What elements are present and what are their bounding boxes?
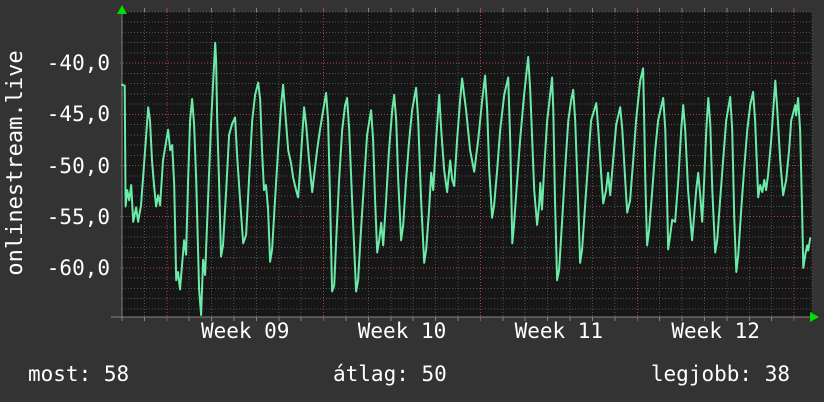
x-axis-label: Week 11 [514,319,604,343]
y-axis-arrow-icon [117,5,127,14]
y-axis-label: -55,0 [46,204,110,229]
y-axis-label: -50,0 [46,153,110,178]
stat-average-value: 50 [421,362,447,386]
x-axis-label: Week 10 [357,319,447,343]
plot-background [122,12,812,317]
x-axis-arrow-icon [810,312,819,322]
stat-average-label: átlag: [333,362,409,386]
y-axis-label: -60,0 [46,255,110,280]
stat-best: legjobb: 38 [651,363,790,386]
stat-now-label: most: [28,362,92,386]
plot-border [121,11,813,318]
stat-now: most: 58 [28,363,129,386]
y-axis-label: -40,0 [46,51,110,76]
y-axis-label: -45,0 [46,102,110,127]
x-axis-label: Week 12 [671,319,760,343]
stat-best-label: legjobb: [650,362,753,386]
x-axis-label: Week 09 [200,319,290,343]
stat-average: átlag: 50 [333,363,447,386]
data-line [121,41,812,316]
stat-best-value: 38 [764,362,790,386]
graph-title: onlinestream.live [3,50,28,276]
stat-now-value: 58 [103,362,130,386]
